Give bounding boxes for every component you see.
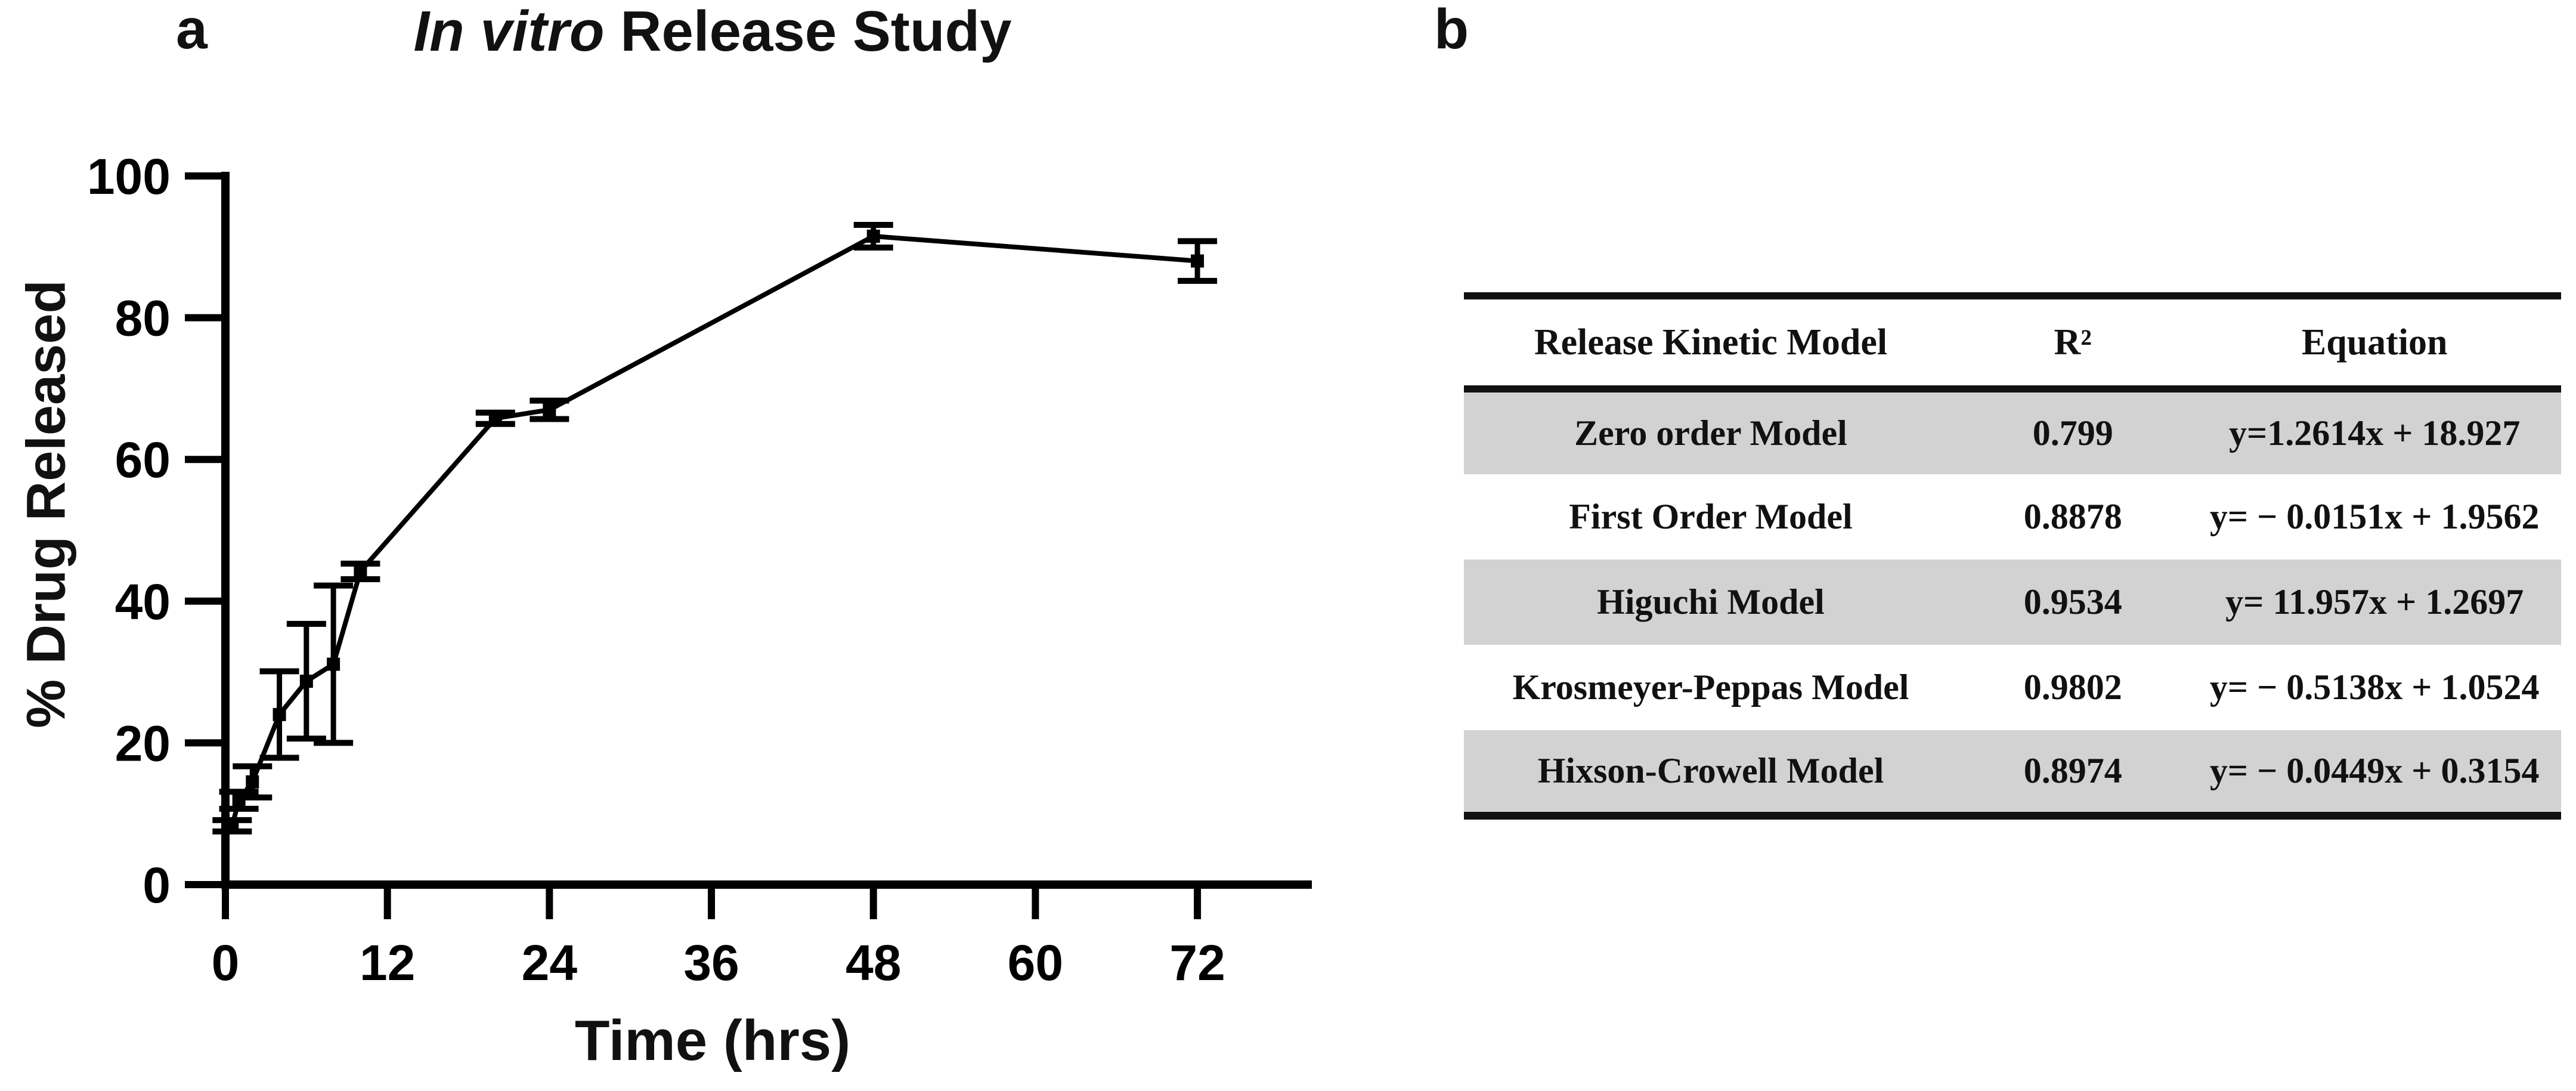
data-markers xyxy=(225,229,1205,833)
r2-cell: 0.8878 xyxy=(2023,497,2122,536)
r2-cell: 0.799 xyxy=(2032,413,2113,453)
model-cell: Zero order Model xyxy=(1574,413,1847,453)
tick-labels: 0 12 24 36 48 60 72 0 20 40 60 80 100 xyxy=(87,149,1225,991)
col-header-r2: R² xyxy=(2054,322,2092,363)
data-point-marker xyxy=(327,657,340,671)
model-cell: Hixson-Crowell Model xyxy=(1537,750,1884,790)
x-axis-title: Time (hrs) xyxy=(574,1009,851,1073)
chart-title: In vitro Release Study xyxy=(227,0,1199,63)
table-header-row: Release Kinetic Model R² Equation xyxy=(1464,296,2561,389)
x-tick-label: 48 xyxy=(846,935,901,991)
equation-cell: y= − 0.0151x + 1.9562 xyxy=(2209,497,2540,536)
equation-cell: y= 11.957x + 1.2697 xyxy=(2225,582,2524,622)
axes xyxy=(221,172,1312,889)
kinetics-table: Release Kinetic Model R² Equation Zero o… xyxy=(1464,292,2561,820)
data-point-marker xyxy=(232,793,246,807)
r2-cell: 0.8974 xyxy=(2023,750,2122,790)
equation-cell: y= − 0.5138x + 1.0524 xyxy=(2209,667,2540,707)
model-cell: Krosmeyer-Peppas Model xyxy=(1512,667,1909,707)
x-tick-label: 0 xyxy=(212,935,240,991)
x-tick-label: 12 xyxy=(360,935,415,991)
y-tick-label: 80 xyxy=(115,290,171,347)
col-header-equation: Equation xyxy=(2301,322,2448,363)
panel-b-label: b xyxy=(1434,0,1469,61)
error-bars xyxy=(212,221,1218,835)
r2-cell: 0.9534 xyxy=(2023,582,2122,622)
chart-title-italic: In vitro xyxy=(413,0,605,63)
table-row: First Order Model 0.8878 y= − 0.0151x + … xyxy=(1464,474,2561,560)
y-tick-label: 100 xyxy=(87,149,171,205)
data-point-marker xyxy=(866,229,880,243)
equation-cell: y= − 0.0449x + 0.3154 xyxy=(2209,750,2540,790)
col-header-model: Release Kinetic Model xyxy=(1534,322,1888,363)
data-point-marker xyxy=(225,819,239,833)
table-row: Hixson-Crowell Model 0.8974 y= − 0.0449x… xyxy=(1464,730,2561,815)
table-row: Krosmeyer-Peppas Model 0.9802 y= − 0.513… xyxy=(1464,645,2561,730)
x-tick-label: 60 xyxy=(1008,935,1063,991)
data-point-marker xyxy=(246,775,259,789)
x-tick-label: 24 xyxy=(522,935,578,991)
y-tick-label: 40 xyxy=(115,574,171,630)
y-tick-label: 20 xyxy=(115,715,171,771)
model-cell: Higuchi Model xyxy=(1597,582,1825,622)
table-row: Zero order Model 0.799 y=1.2614x + 18.92… xyxy=(1464,389,2561,474)
axis-ticks xyxy=(185,172,1202,919)
data-point-marker xyxy=(488,412,502,425)
x-tick-label: 36 xyxy=(683,935,739,991)
r2-cell: 0.9802 xyxy=(2023,667,2122,707)
panel-a-label: a xyxy=(176,0,208,61)
data-point-marker xyxy=(354,564,367,578)
release-chart: 0 12 24 36 48 60 72 0 20 40 60 80 100 xyxy=(87,149,1312,991)
data-point-marker xyxy=(1191,254,1205,268)
equation-cell: y=1.2614x + 18.927 xyxy=(2229,413,2521,453)
y-tick-label: 0 xyxy=(143,857,171,913)
series-line xyxy=(230,233,1198,827)
y-tick-label: 60 xyxy=(115,432,171,488)
data-point-marker xyxy=(543,403,556,417)
table-row: Higuchi Model 0.9534 y= 11.957x + 1.2697 xyxy=(1464,560,2561,645)
data-point-marker xyxy=(273,707,286,721)
data-point-marker xyxy=(299,675,313,688)
model-cell: First Order Model xyxy=(1569,497,1853,536)
x-tick-label: 72 xyxy=(1169,935,1225,991)
chart-title-rest: Release Study xyxy=(604,0,1012,63)
